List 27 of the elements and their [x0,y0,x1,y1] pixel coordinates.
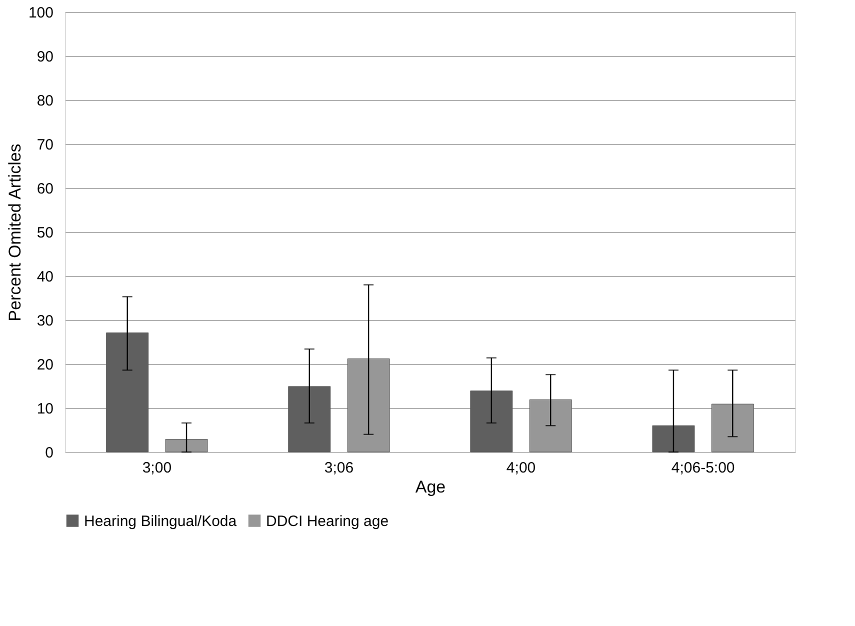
bar [711,404,754,452]
bar [106,332,149,452]
y-tick-label: 60 [36,180,54,198]
y-tick-label: 100 [28,4,54,22]
y-tick-label: 0 [45,444,54,462]
y-tick-label: 30 [36,312,54,330]
y-tick-label: 50 [36,224,54,242]
bar [288,386,331,452]
bar [529,399,572,452]
y-tick-label: 90 [36,48,54,66]
y-tick-label: 10 [36,400,54,418]
y-tick-label: 20 [36,356,54,374]
bar [165,438,208,452]
y-tick-label: 70 [36,136,54,154]
x-tick-label: 4;00 [506,460,536,476]
x-tick-label: 3;00 [142,460,172,476]
y-tick-label: 40 [36,268,54,286]
bar [470,390,513,452]
y-axis-title: Percent Omited Articles [5,144,24,322]
x-tick-label: 3;06 [324,460,354,476]
bar [652,425,695,452]
legend-label: Hearing Bilingual/Koda [84,512,238,530]
x-tick-label: 4;06-5:00 [671,460,735,476]
legend-label: DDCI Hearing age [266,512,389,530]
y-tick-label: 80 [36,92,54,110]
x-axis-title: Age [415,478,446,496]
bar [347,358,390,452]
